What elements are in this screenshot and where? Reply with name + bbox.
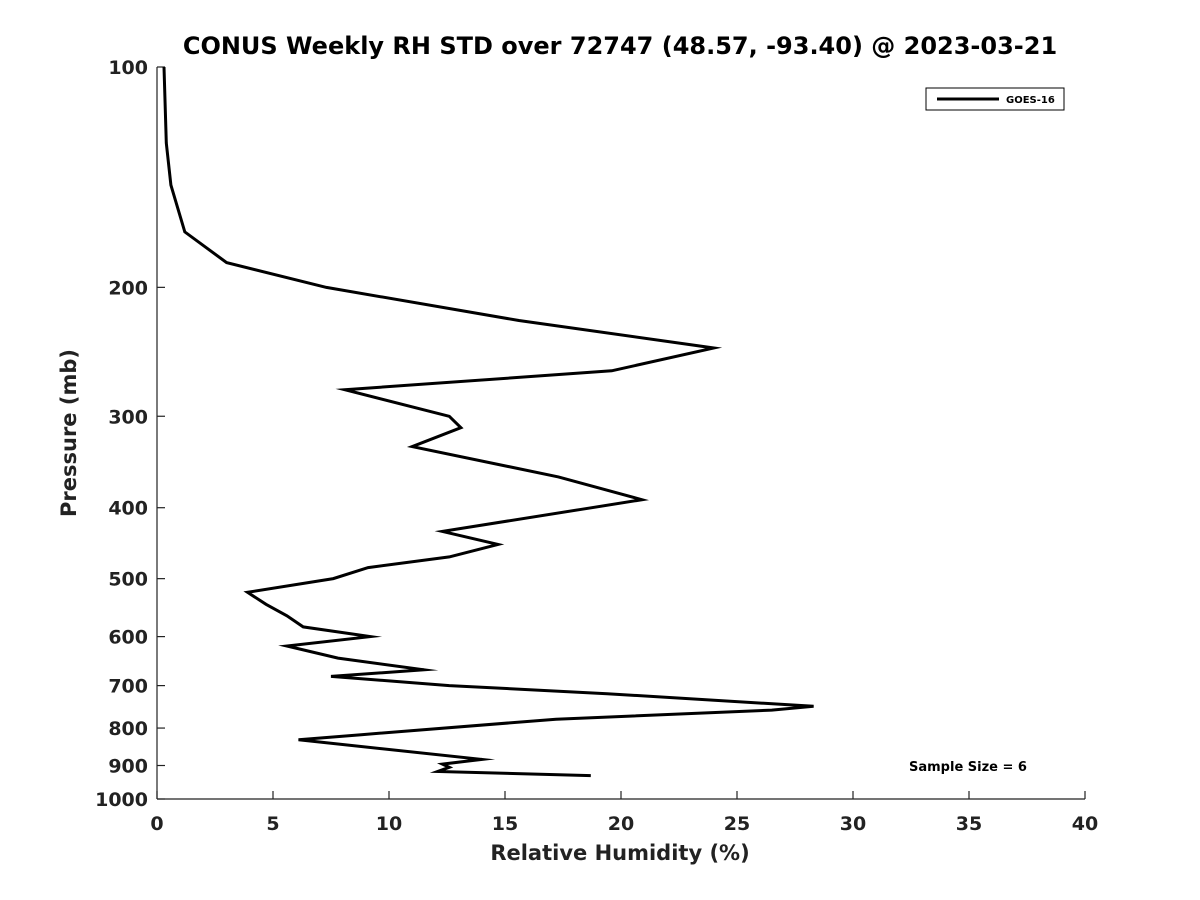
y-tick-label: 800 <box>108 718 148 740</box>
x-tick-label: 5 <box>266 813 279 835</box>
x-tick-label: 10 <box>376 813 402 835</box>
y-tick-label: 100 <box>108 57 148 79</box>
y-tick-label: 300 <box>108 406 148 428</box>
legend: GOES-16 <box>925 87 1065 111</box>
y-axis-label: Pressure (mb) <box>57 349 81 517</box>
x-axis-label: Relative Humidity (%) <box>490 841 749 865</box>
axes: 0 5 10 15 20 25 30 35 40 100 200 300 400 500 600 700 800… <box>95 57 1098 835</box>
chart-title: CONUS Weekly RH STD over 72747 (48.57, -… <box>183 32 1057 60</box>
series-layer <box>162 66 814 778</box>
x-tick-label: 20 <box>608 813 634 835</box>
y-tick-label: 900 <box>108 756 148 778</box>
x-tick-label: 15 <box>492 813 518 835</box>
y-tick-label: 400 <box>108 498 148 520</box>
series-line-goes-16 <box>162 66 814 778</box>
legend-entry-goes-16: GOES-16 <box>1006 95 1055 106</box>
y-tick-label: 600 <box>108 627 148 649</box>
x-tick-label: 30 <box>840 813 866 835</box>
y-tick-label: 700 <box>108 676 148 698</box>
x-tick-label: 35 <box>956 813 982 835</box>
x-tick-label: 25 <box>724 813 750 835</box>
y-tick-label: 200 <box>108 277 148 299</box>
y-tick-label: 1000 <box>95 789 148 811</box>
x-tick-label: 40 <box>1072 813 1098 835</box>
x-tick-label: 0 <box>150 813 163 835</box>
sample-size-annotation: Sample Size = 6 <box>909 760 1027 775</box>
y-tick-label: 500 <box>108 569 148 591</box>
